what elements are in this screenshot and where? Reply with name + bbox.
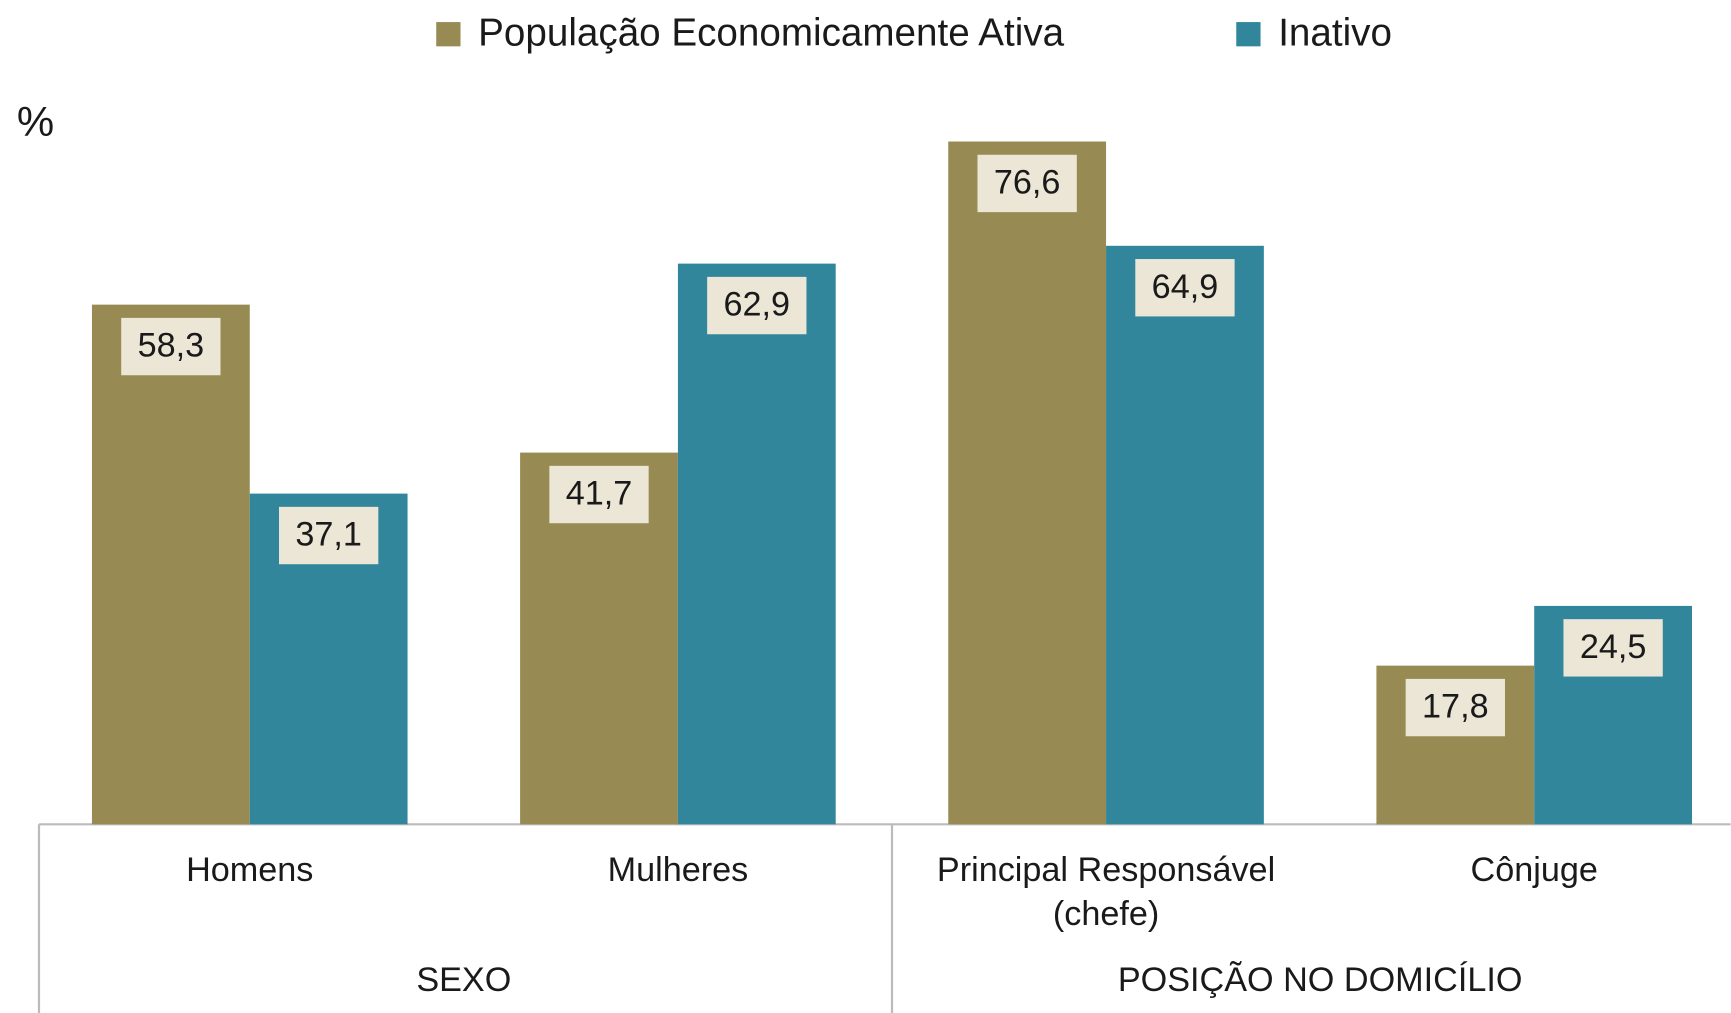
value-label-box [1405, 678, 1505, 737]
value-label: 24,5 [1580, 628, 1647, 666]
value-label: 17,8 [1422, 688, 1489, 726]
x-tick-label: Cônjuge [1471, 851, 1598, 889]
value-label: 58,3 [138, 327, 205, 365]
group-label: POSIÇÃO NO DOMICÍLIO [1118, 960, 1523, 999]
bar [677, 263, 836, 825]
value-label: 62,9 [724, 286, 791, 324]
legend-swatch [436, 22, 461, 47]
x-tick-label: Homens [186, 851, 313, 889]
x-tick-label: Mulheres [608, 851, 749, 889]
bar [91, 304, 250, 825]
bar [948, 141, 1107, 825]
value-label: 41,7 [566, 475, 633, 513]
legend-swatch [1236, 22, 1261, 47]
value-label: 37,1 [295, 516, 362, 554]
bar [1106, 245, 1264, 825]
value-label-box [1135, 259, 1235, 317]
value-label-box [1563, 619, 1663, 677]
value-label-box [549, 465, 649, 524]
legend-label: População Economicamente Ativa [478, 12, 1064, 55]
y-axis-label: % [17, 98, 54, 145]
value-label-box [278, 506, 379, 565]
group-label: SEXO [416, 961, 511, 999]
value-label: 64,9 [1152, 268, 1219, 306]
value-label-box [121, 317, 221, 376]
value-label-box [977, 154, 1077, 213]
value-label: 76,6 [994, 164, 1061, 202]
x-tick-label: Principal Responsável (chefe) [937, 851, 1275, 933]
legend-label: Inativo [1278, 12, 1392, 55]
value-label-box [707, 276, 807, 335]
